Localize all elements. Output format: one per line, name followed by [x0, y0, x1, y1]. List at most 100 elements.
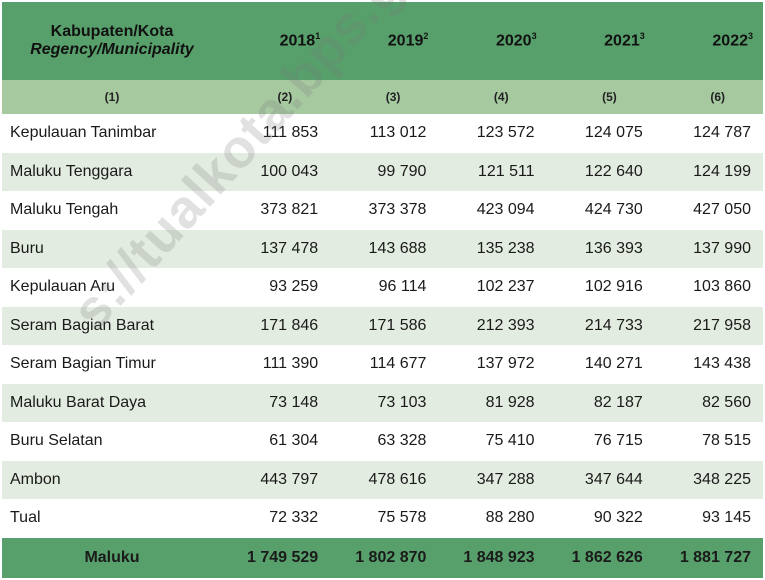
cell-value: 348 225 — [654, 460, 763, 499]
header-row: Kabupaten/Kota Regency/Municipality 2018… — [2, 2, 763, 80]
table-row: Buru Selatan 61 304 63 328 75 410 76 715… — [2, 422, 763, 461]
year-header-2022: 20223 — [654, 2, 763, 80]
total-value: 1 749 529 — [222, 537, 331, 578]
region-name: Maluku Barat Daya — [2, 383, 223, 422]
cell-value: 443 797 — [222, 460, 331, 499]
cell-value: 111 853 — [222, 114, 331, 153]
cell-value: 90 322 — [546, 499, 655, 538]
table-row: Ambon 443 797 478 616 347 288 347 644 34… — [2, 460, 763, 499]
table-row: Maluku Tenggara 100 043 99 790 121 511 1… — [2, 152, 763, 191]
table-row: Maluku Barat Daya 73 148 73 103 81 928 8… — [2, 383, 763, 422]
cell-value: 102 237 — [438, 268, 547, 307]
cell-value: 121 511 — [438, 152, 547, 191]
cell-value: 217 958 — [654, 306, 763, 345]
total-value: 1 881 727 — [654, 537, 763, 578]
cell-value: 124 199 — [654, 152, 763, 191]
cell-value: 136 393 — [546, 229, 655, 268]
year-header-2018: 20181 — [222, 2, 331, 80]
cell-value: 93 145 — [654, 499, 763, 538]
cell-value: 114 677 — [330, 345, 439, 384]
cell-value: 423 094 — [438, 191, 547, 230]
cell-value: 63 328 — [330, 422, 439, 461]
cell-value: 78 515 — [654, 422, 763, 461]
region-name: Seram Bagian Timur — [2, 345, 223, 384]
table-row: Buru 137 478 143 688 135 238 136 393 137… — [2, 229, 763, 268]
cell-value: 143 688 — [330, 229, 439, 268]
cell-value: 96 114 — [330, 268, 439, 307]
total-value: 1 802 870 — [330, 537, 439, 578]
column-number: (1) — [2, 80, 223, 114]
region-label-en: Regency/Municipality — [30, 41, 194, 58]
cell-value: 171 846 — [222, 306, 331, 345]
cell-value: 212 393 — [438, 306, 547, 345]
total-value: 1 862 626 — [546, 537, 655, 578]
cell-value: 111 390 — [222, 345, 331, 384]
region-name: Ambon — [2, 460, 223, 499]
cell-value: 427 050 — [654, 191, 763, 230]
region-name: Maluku Tengah — [2, 191, 223, 230]
total-label: Maluku — [2, 537, 223, 578]
table-row: Tual 72 332 75 578 88 280 90 322 93 145 — [2, 499, 763, 538]
total-value: 1 848 923 — [438, 537, 547, 578]
region-name: Kepulauan Tanimbar — [2, 114, 223, 153]
cell-value: 93 259 — [222, 268, 331, 307]
region-name: Seram Bagian Barat — [2, 306, 223, 345]
cell-value: 82 560 — [654, 383, 763, 422]
cell-value: 76 715 — [546, 422, 655, 461]
cell-value: 143 438 — [654, 345, 763, 384]
cell-value: 171 586 — [330, 306, 439, 345]
cell-value: 75 410 — [438, 422, 547, 461]
cell-value: 424 730 — [546, 191, 655, 230]
region-name: Kepulauan Aru — [2, 268, 223, 307]
cell-value: 72 332 — [222, 499, 331, 538]
table-row: Kepulauan Tanimbar 111 853 113 012 123 5… — [2, 114, 763, 153]
region-column-header: Kabupaten/Kota Regency/Municipality — [2, 2, 223, 80]
year-header-2021: 20213 — [546, 2, 655, 80]
column-number: (6) — [654, 80, 763, 114]
column-number: (5) — [546, 80, 655, 114]
cell-value: 103 860 — [654, 268, 763, 307]
total-row: Maluku 1 749 529 1 802 870 1 848 923 1 8… — [2, 537, 763, 578]
column-number: (4) — [438, 80, 547, 114]
cell-value: 123 572 — [438, 114, 547, 153]
cell-value: 373 378 — [330, 191, 439, 230]
region-name: Maluku Tenggara — [2, 152, 223, 191]
cell-value: 100 043 — [222, 152, 331, 191]
cell-value: 73 148 — [222, 383, 331, 422]
cell-value: 81 928 — [438, 383, 547, 422]
cell-value: 102 916 — [546, 268, 655, 307]
cell-value: 61 304 — [222, 422, 331, 461]
cell-value: 73 103 — [330, 383, 439, 422]
cell-value: 124 787 — [654, 114, 763, 153]
region-name: Buru — [2, 229, 223, 268]
column-number-row: (1) (2) (3) (4) (5) (6) — [2, 80, 763, 114]
cell-value: 75 578 — [330, 499, 439, 538]
table-row: Seram Bagian Timur 111 390 114 677 137 9… — [2, 345, 763, 384]
cell-value: 140 271 — [546, 345, 655, 384]
year-header-2020: 20203 — [438, 2, 547, 80]
cell-value: 478 616 — [330, 460, 439, 499]
cell-value: 137 478 — [222, 229, 331, 268]
table-row: Kepulauan Aru 93 259 96 114 102 237 102 … — [2, 268, 763, 307]
cell-value: 82 187 — [546, 383, 655, 422]
column-number: (3) — [330, 80, 439, 114]
cell-value: 99 790 — [330, 152, 439, 191]
cell-value: 137 972 — [438, 345, 547, 384]
year-header-2019: 20192 — [330, 2, 439, 80]
cell-value: 137 990 — [654, 229, 763, 268]
region-name: Buru Selatan — [2, 422, 223, 461]
cell-value: 135 238 — [438, 229, 547, 268]
cell-value: 373 821 — [222, 191, 331, 230]
region-name: Tual — [2, 499, 223, 538]
cell-value: 88 280 — [438, 499, 547, 538]
table-row: Maluku Tengah 373 821 373 378 423 094 42… — [2, 191, 763, 230]
cell-value: 113 012 — [330, 114, 439, 153]
cell-value: 347 644 — [546, 460, 655, 499]
cell-value: 347 288 — [438, 460, 547, 499]
cell-value: 124 075 — [546, 114, 655, 153]
cell-value: 214 733 — [546, 306, 655, 345]
cell-value: 122 640 — [546, 152, 655, 191]
column-number: (2) — [222, 80, 331, 114]
region-label-id: Kabupaten/Kota — [50, 23, 174, 40]
